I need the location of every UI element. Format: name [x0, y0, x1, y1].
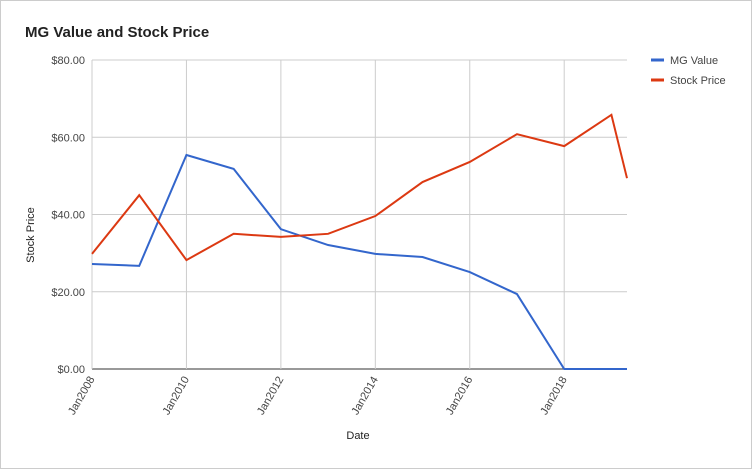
series-line: [91, 113, 628, 262]
y-axis-label: Stock Price: [25, 207, 37, 263]
chart-title: MG Value and Stock Price: [25, 24, 209, 41]
lines: [91, 113, 628, 370]
y-tick-label: $60.00: [51, 132, 85, 144]
grid: [91, 59, 627, 370]
x-axis-label: Date: [346, 430, 369, 442]
legend-label: Stock Price: [670, 75, 726, 87]
y-tick-label: $80.00: [51, 55, 85, 67]
series-line: [91, 153, 627, 370]
y-tick-label: $20.00: [51, 287, 85, 299]
y-tick-label: $0.00: [57, 364, 85, 376]
legend-label: MG Value: [670, 55, 718, 67]
y-tick-label: $40.00: [51, 210, 85, 222]
